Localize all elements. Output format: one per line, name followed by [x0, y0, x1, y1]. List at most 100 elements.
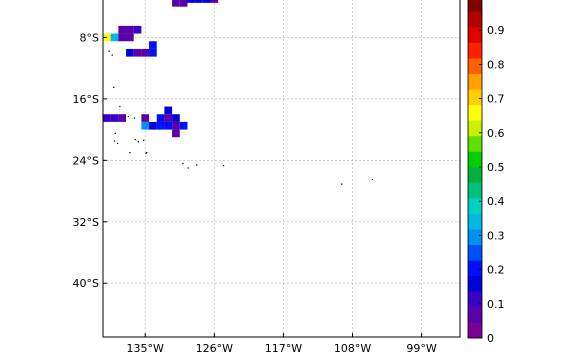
colorbar-tick-label: 0.6 — [487, 127, 505, 140]
data-cell — [202, 0, 211, 3]
data-cell — [118, 25, 127, 34]
data-cell — [179, 121, 188, 130]
island-dot — [371, 178, 374, 181]
data-cell — [110, 114, 119, 122]
lon-tick-label: 126°W — [196, 342, 233, 355]
colorbar-tick-label: 0.5 — [487, 161, 505, 174]
latitude-axis: 8°S 16°S 24°S 32°S 40°S — [73, 31, 107, 290]
data-cell — [141, 121, 150, 130]
island-dot — [182, 162, 184, 165]
data-cell — [149, 121, 157, 130]
colorbar-segment — [468, 89, 482, 106]
island-dot — [145, 152, 147, 155]
colorbar-segment — [468, 73, 482, 90]
island-dot — [341, 183, 343, 185]
lon-tick-label: 99°W — [406, 342, 436, 355]
colorbar-tick-label: 0.2 — [487, 264, 505, 277]
colorbar-segment — [468, 291, 482, 308]
data-cell — [133, 25, 142, 34]
colorbar-segment — [468, 260, 482, 277]
data-cell — [126, 25, 134, 34]
data-cell — [187, 0, 196, 3]
data-cell — [195, 0, 203, 3]
data-cells — [103, 0, 219, 138]
data-cell — [126, 33, 134, 42]
island-dot — [187, 167, 189, 169]
data-cell — [172, 129, 180, 138]
lat-tick-label: 24°S — [73, 154, 99, 167]
colorbar-tick-label: 0.3 — [487, 229, 505, 242]
map-plot-frame — [102, 0, 461, 338]
colorbar-tick-label: 0 — [487, 332, 494, 345]
data-cell — [164, 114, 173, 122]
island-dot — [142, 139, 145, 142]
island-dot — [116, 142, 119, 145]
lon-tick-label: 135°W — [127, 342, 164, 355]
colorbar-segment — [468, 135, 482, 152]
data-cell — [149, 48, 157, 57]
colorbar-segment — [468, 120, 482, 137]
data-cell — [210, 0, 219, 3]
colorbar-segment — [468, 244, 482, 261]
island-dot — [108, 50, 110, 52]
colorbar: 0 0.1 0.2 0.3 0.4 0.5 0.6 0.7 0.8 0.9 — [467, 0, 505, 345]
colorbar-tick-label: 0.8 — [487, 58, 505, 71]
colorbar-segment — [468, 167, 482, 183]
colorbar-segment — [468, 213, 482, 230]
colorbar-tick-label: 0.4 — [487, 195, 505, 208]
data-cell — [149, 41, 157, 49]
colorbar-tick-label: 0.9 — [487, 24, 505, 37]
data-cell — [118, 33, 127, 42]
colorbar-segment — [468, 322, 482, 339]
data-cell — [172, 114, 180, 122]
data-cell — [172, 0, 180, 7]
lat-tick-label: 40°S — [73, 277, 99, 290]
colorbar-segment — [468, 198, 482, 214]
island-dot — [127, 115, 130, 118]
data-cell — [103, 114, 111, 122]
data-cell — [118, 114, 127, 122]
lon-tick-label: 117°W — [265, 342, 302, 355]
colorbar-segment — [468, 27, 482, 43]
island-dot — [114, 132, 116, 135]
island-dot — [129, 151, 131, 154]
colorbar-segment — [468, 11, 482, 28]
data-cell — [179, 0, 188, 7]
island-dot — [137, 141, 140, 143]
island-dot — [113, 140, 116, 142]
data-cell — [126, 48, 134, 57]
data-cell — [164, 106, 173, 115]
map-gridlines — [103, 0, 460, 337]
colorbar-segment — [468, 306, 482, 323]
island-dot — [134, 138, 136, 141]
lat-tick-label: 16°S — [73, 93, 99, 106]
data-cell — [164, 121, 173, 130]
island-dot — [111, 54, 113, 56]
data-cell — [133, 48, 142, 57]
colorbar-segment — [468, 229, 482, 246]
colorbar-tick-label: 0.1 — [487, 298, 505, 311]
data-cell — [172, 121, 180, 130]
island-markers — [108, 50, 374, 185]
island-dot — [195, 164, 198, 166]
data-cell — [110, 33, 119, 42]
lat-tick-label: 32°S — [73, 216, 99, 229]
colorbar-segment — [468, 0, 482, 12]
lon-tick-label: 108°W — [334, 342, 371, 355]
colorbar-segment — [468, 182, 482, 199]
data-cell — [141, 48, 150, 57]
longitude-axis: 135°W 126°W 117°W 108°W 99°W — [127, 333, 437, 355]
colorbar-segment — [468, 104, 482, 121]
colorbar-segment — [468, 58, 482, 75]
island-dot — [133, 117, 136, 119]
island-dot — [222, 164, 225, 167]
colorbar-segment — [468, 275, 482, 292]
island-dot — [113, 86, 115, 89]
data-cell — [156, 114, 165, 122]
colorbar-tick-label: 0.7 — [487, 93, 505, 106]
colorbar-segment — [468, 42, 482, 59]
data-cell — [156, 121, 165, 130]
lat-tick-label: 8°S — [80, 31, 99, 44]
island-dot — [119, 105, 121, 108]
